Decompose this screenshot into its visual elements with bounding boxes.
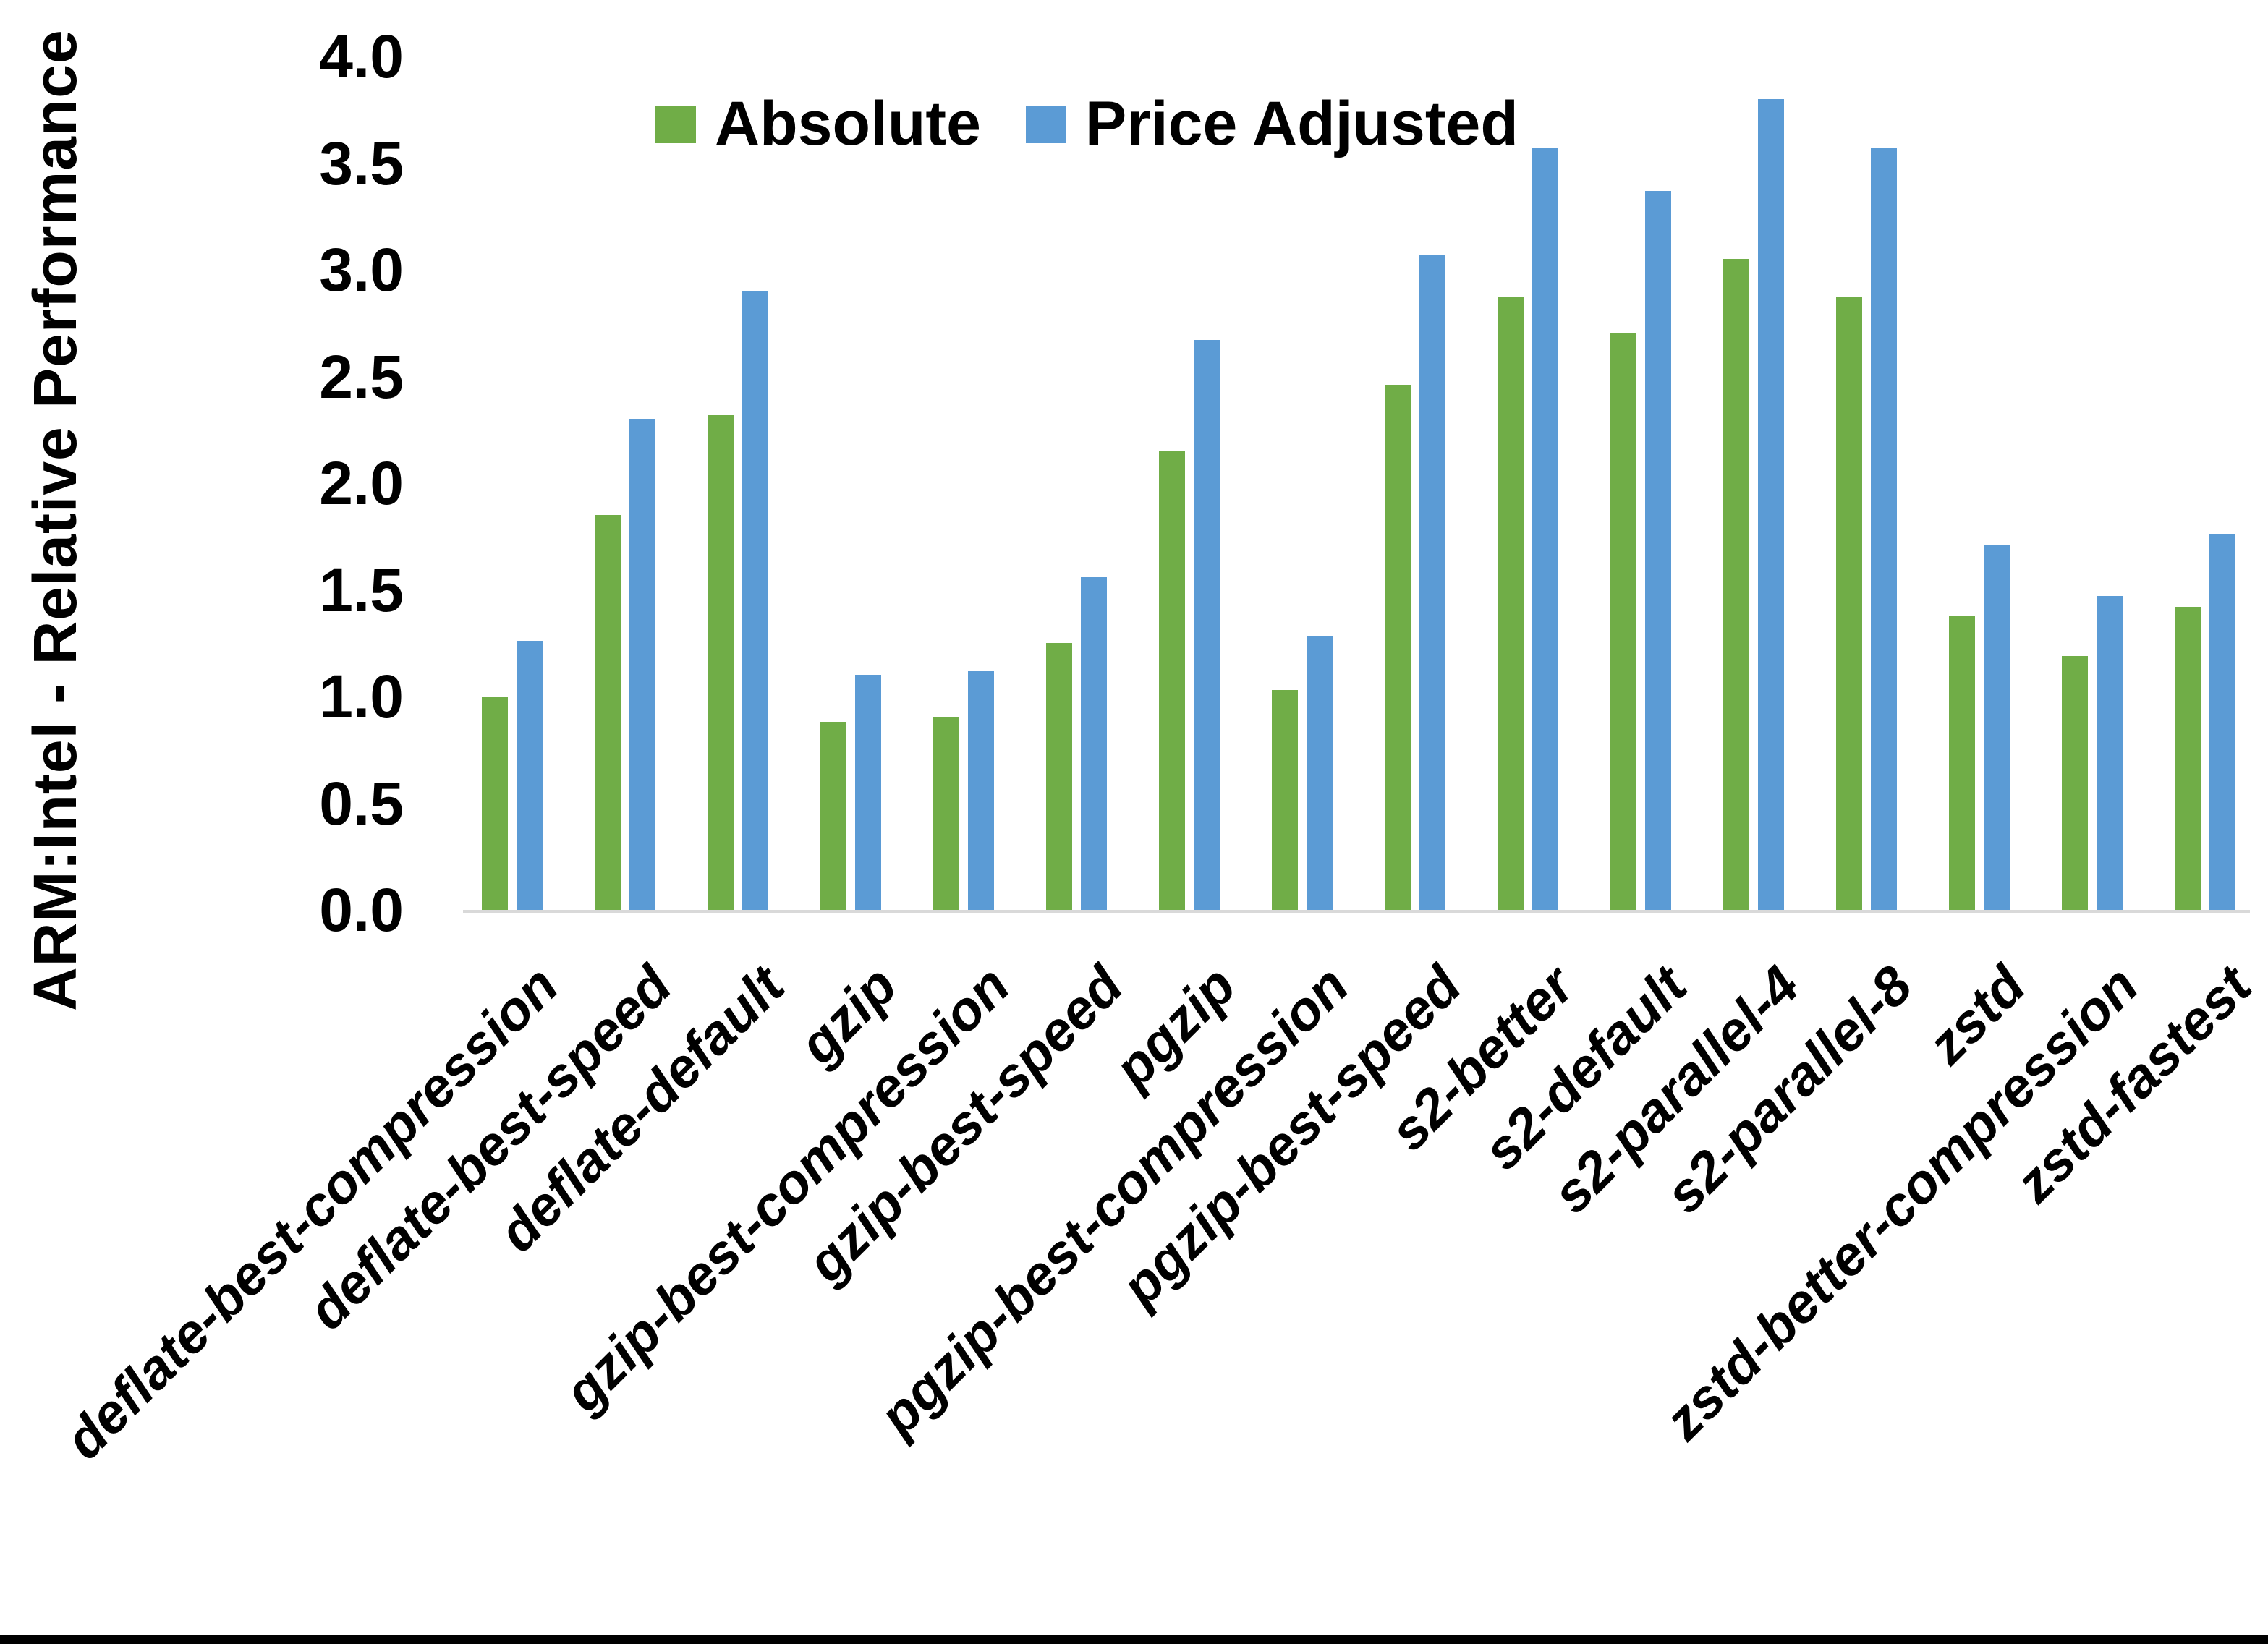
bar-absolute-pgzip-best-compression [1272, 690, 1298, 910]
bar-price-adjusted-s2-better [1532, 148, 1558, 910]
bar-price-adjusted-gzip-best-speed [1081, 577, 1107, 910]
bar-price-adjusted-s2-parallel-4 [1758, 99, 1784, 910]
bar-absolute-pgzip [1159, 451, 1185, 910]
y-tick-label-1.5: 1.5 [319, 555, 404, 624]
legend-item-price-adjusted: Price Adjusted [1025, 88, 1519, 160]
legend-label: Absolute [715, 89, 981, 158]
legend: Absolute Price Adjusted [655, 88, 1519, 160]
legend-swatch-icon [655, 105, 696, 143]
bar-absolute-deflate-best-speed [595, 515, 621, 910]
y-tick-label-3.5: 3.5 [319, 129, 404, 197]
legend-swatch-icon [1025, 105, 1066, 143]
bar-absolute-s2-parallel-8 [1836, 297, 1862, 910]
bar-price-adjusted-s2-default [1645, 191, 1671, 910]
y-tick-label-3.0: 3.0 [319, 236, 404, 304]
bar-absolute-s2-better [1498, 297, 1524, 910]
bar-price-adjusted-pgzip [1194, 340, 1220, 910]
bar-price-adjusted-pgzip-best-speed [1419, 255, 1445, 910]
bottom-border [0, 1635, 2268, 1644]
bar-price-adjusted-zstd-fastest [2209, 534, 2235, 910]
y-tick-label-2.0: 2.0 [319, 449, 404, 517]
bar-absolute-s2-default [1610, 333, 1636, 910]
bar-price-adjusted-s2-parallel-8 [1871, 148, 1897, 910]
bar-absolute-deflate-best-compression [482, 697, 508, 910]
bar-price-adjusted-deflate-best-compression [517, 641, 543, 910]
bar-price-adjusted-deflate-best-speed [629, 419, 655, 910]
legend-item-absolute: Absolute [655, 88, 981, 160]
bar-absolute-zstd [1949, 616, 1975, 910]
bar-absolute-deflate-default [708, 415, 734, 910]
y-tick-label-0.5: 0.5 [319, 769, 404, 838]
bar-price-adjusted-deflate-default [742, 291, 768, 910]
x-axis-line [463, 910, 2250, 913]
y-tick-label-1.0: 1.0 [319, 663, 404, 731]
y-tick-label-4.0: 4.0 [319, 22, 404, 90]
y-tick-label-0.0: 0.0 [319, 876, 404, 944]
bar-price-adjusted-pgzip-best-compression [1307, 636, 1333, 910]
bar-absolute-s2-parallel-4 [1723, 259, 1749, 910]
bar-absolute-zstd-better-compression [2062, 656, 2088, 910]
bar-absolute-gzip-best-compression [933, 717, 959, 910]
bar-absolute-pgzip-best-speed [1385, 385, 1411, 910]
bar-price-adjusted-gzip-best-compression [968, 671, 994, 910]
y-tick-label-2.5: 2.5 [319, 342, 404, 411]
bar-price-adjusted-zstd [1984, 545, 2010, 910]
bar-price-adjusted-zstd-better-compression [2097, 596, 2123, 910]
bar-absolute-zstd-fastest [2175, 607, 2201, 910]
bar-absolute-gzip [820, 722, 846, 910]
bar-absolute-gzip-best-speed [1046, 643, 1072, 910]
bar-price-adjusted-gzip [855, 675, 881, 910]
legend-label: Price Adjusted [1084, 89, 1519, 158]
